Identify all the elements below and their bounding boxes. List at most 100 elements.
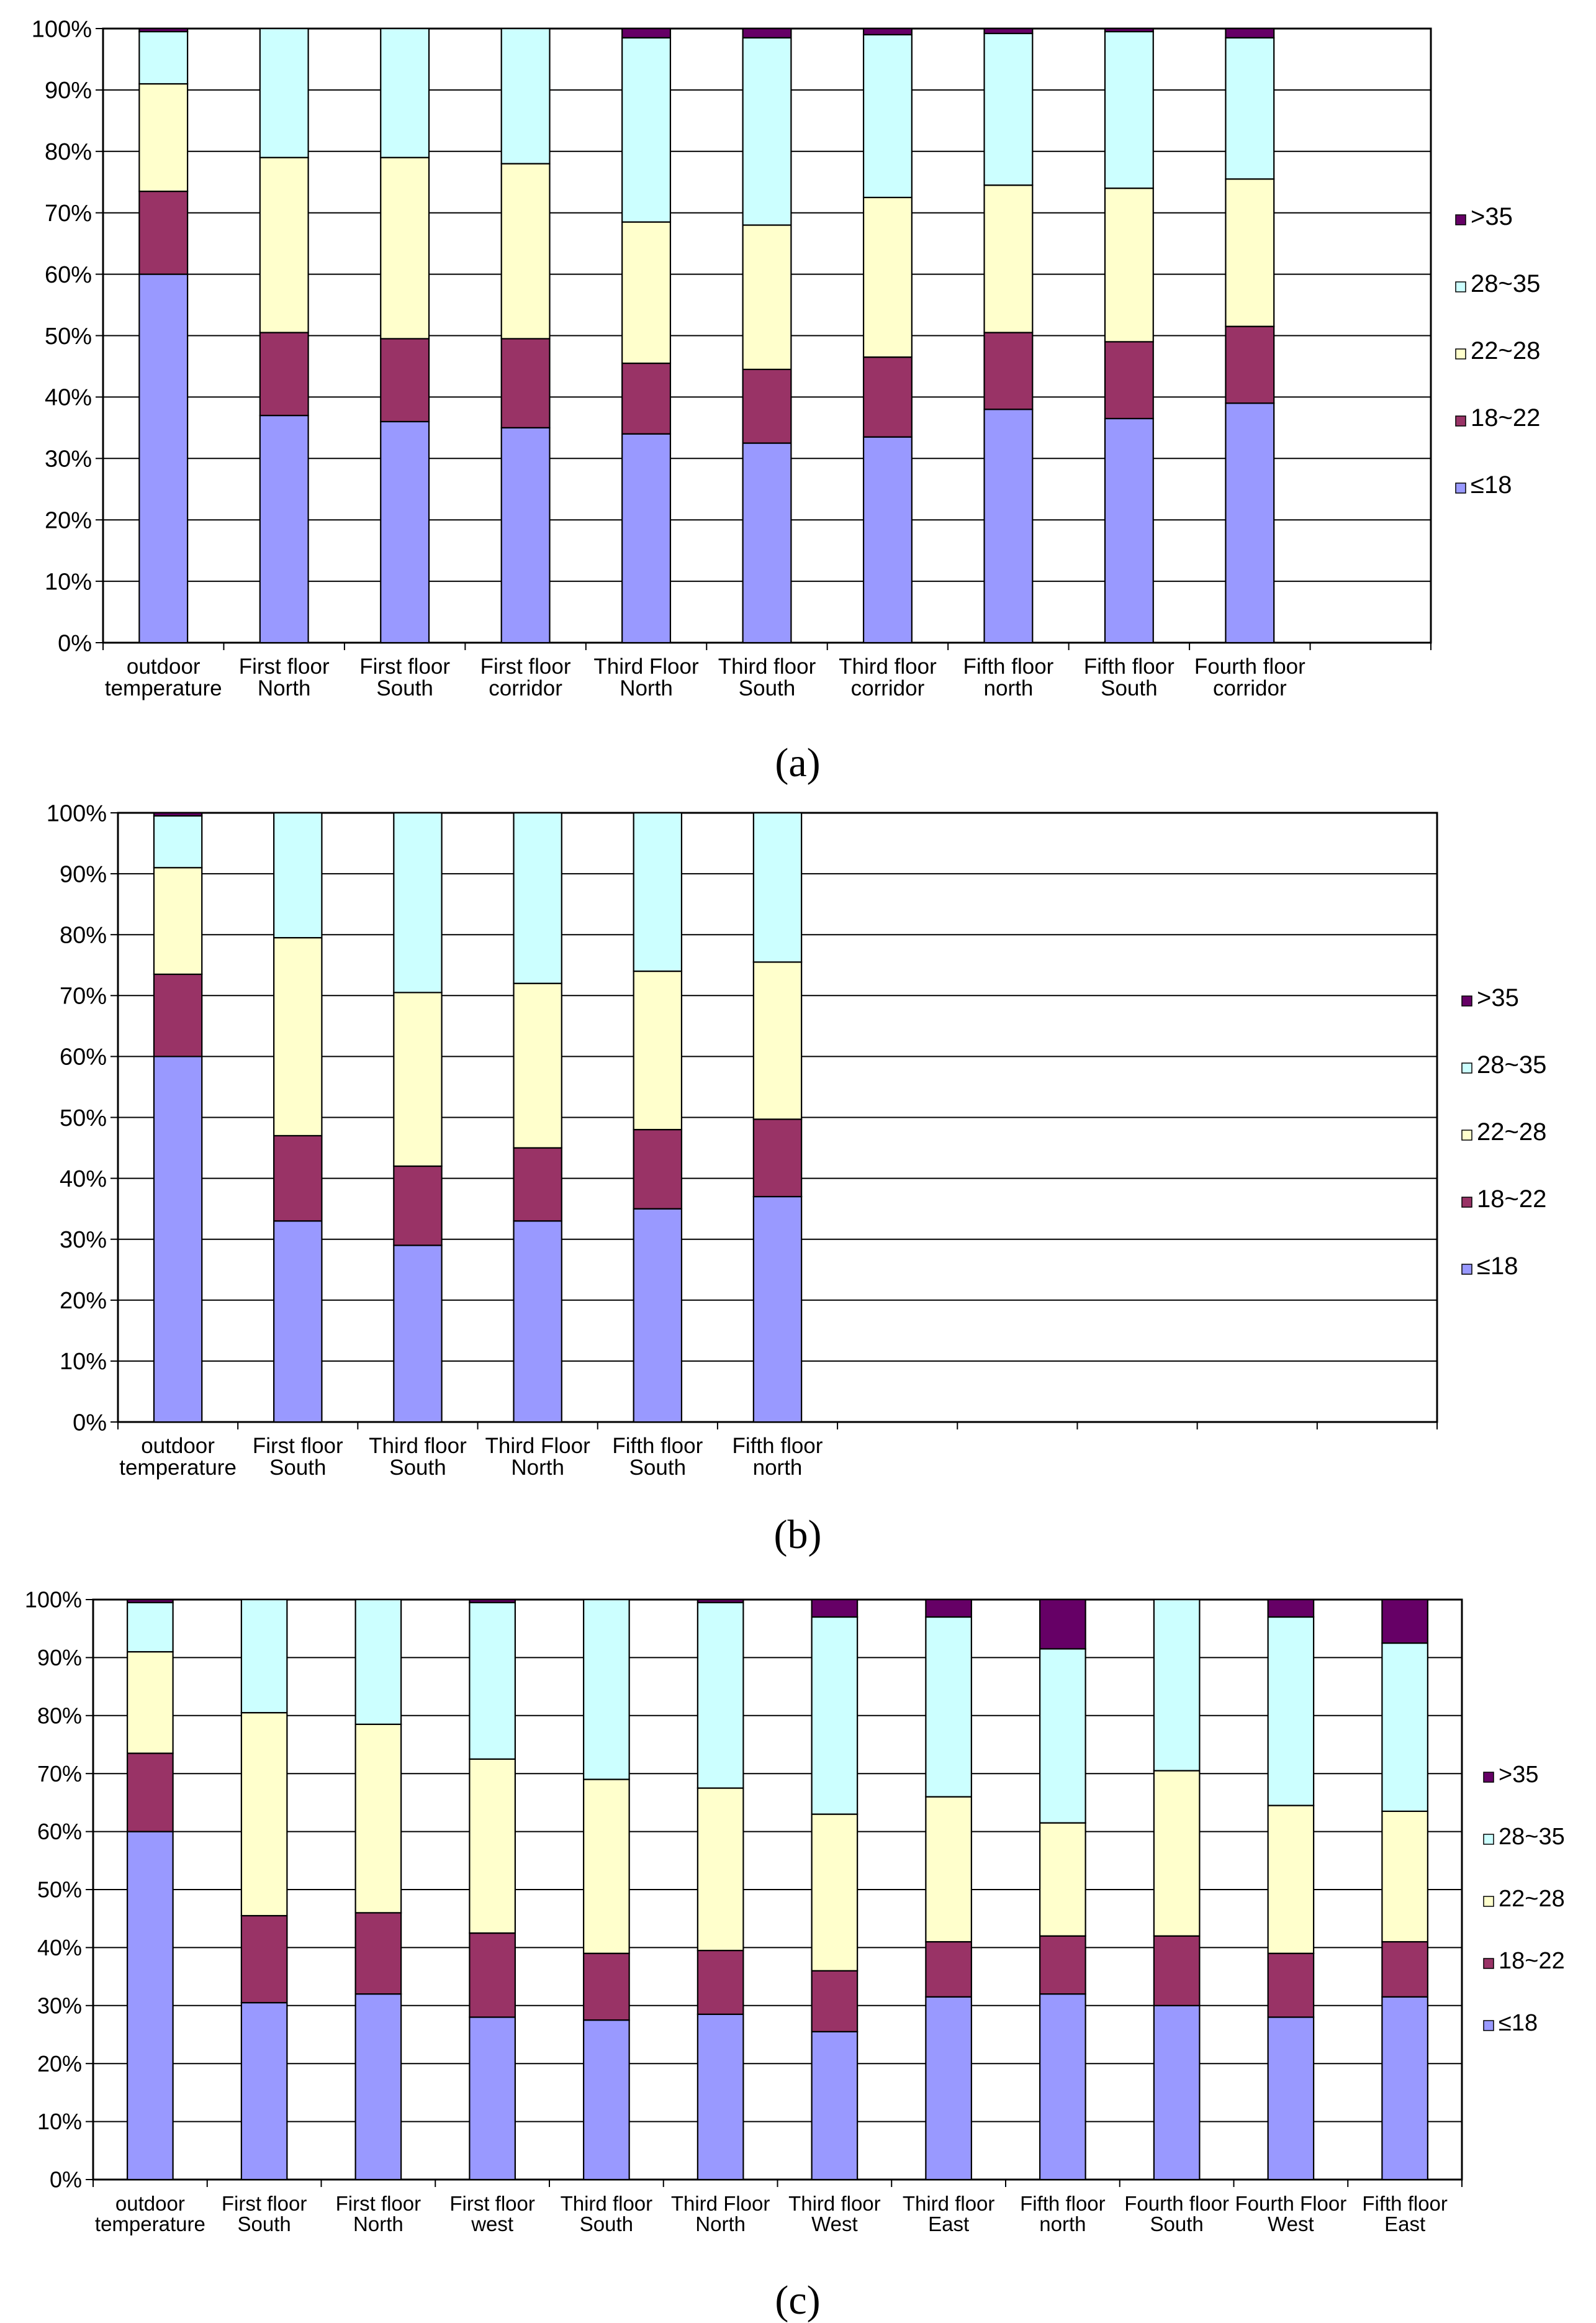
- x-category-label: Fifth floor: [1362, 2192, 1448, 2215]
- bar-segment-22-28: [1381, 1810, 1428, 1943]
- y-tick-label: 80%: [45, 139, 92, 165]
- bar-segment-18-22: [742, 368, 792, 444]
- bar-segment-le18: [925, 1996, 972, 2181]
- legend-swatch-gt35: [1461, 995, 1472, 1007]
- y-tick-label: 90%: [45, 78, 92, 104]
- x-category-label: Fourth Floor: [1235, 2192, 1347, 2215]
- y-tick-label: 70%: [37, 1761, 82, 1786]
- bar-segment-gt35: [742, 27, 792, 38]
- bar-segment-28-35: [752, 812, 803, 963]
- bar-segment-18-22: [925, 1940, 972, 1998]
- bar-segment-22-28: [983, 184, 1034, 333]
- x-category-label: temperature: [119, 1456, 237, 1480]
- bar-segment-28-35: [500, 27, 551, 165]
- bar-segment-gt35: [153, 812, 203, 817]
- bar-segment-22-28: [862, 196, 913, 358]
- bar-segment-le18: [380, 420, 430, 644]
- bar-segment-22-28: [925, 1796, 972, 1943]
- x-category-label: South: [739, 676, 795, 700]
- bar-segment-28-35: [354, 1598, 402, 1725]
- bar-segment-22-28: [354, 1723, 402, 1914]
- bar-segment-28-35: [925, 1616, 972, 1798]
- bar-segment-22-28: [1267, 1805, 1315, 1954]
- bar-segment-le18: [354, 1993, 402, 2181]
- bar-segment-28-35: [983, 32, 1034, 186]
- x-category-label: Third floor: [369, 1434, 467, 1458]
- bar-segment-22-28: [621, 221, 672, 365]
- y-tick-label: 20%: [45, 508, 92, 534]
- bar-segment-le18: [393, 1244, 443, 1423]
- legend-label-18-22: 18~22: [1499, 1948, 1565, 1974]
- bar-segment-le18: [697, 2013, 744, 2181]
- bar-segment-le18: [1104, 417, 1154, 644]
- bar-segment-gt35: [1104, 27, 1154, 33]
- bar-segment-22-28: [1153, 1770, 1201, 1937]
- bar-segment-22-28: [138, 83, 189, 192]
- x-category-label: north: [1039, 2212, 1086, 2235]
- x-category-label: First floor: [449, 2192, 535, 2215]
- x-category-label: First floor: [222, 2192, 307, 2215]
- bar-segment-28-35: [621, 37, 672, 223]
- x-category-label: First floor: [480, 654, 571, 679]
- bar-segment-18-22: [513, 1147, 562, 1222]
- bar-segment-18-22: [380, 338, 430, 423]
- x-category-label: corridor: [489, 676, 562, 700]
- bar-segment-18-22: [752, 1118, 803, 1198]
- chart-a: 0% 10% 20% 30% 40% 50% 60% 70% 80% 90% 100% outdoor…: [32, 16, 1541, 700]
- legend-swatch-18-22: [1461, 1197, 1472, 1208]
- bar-segment-le18: [742, 442, 792, 644]
- y-tick-label: 40%: [60, 1166, 107, 1192]
- bar-segment-18-22: [1225, 325, 1275, 404]
- bar-segment-28-35: [1104, 30, 1154, 189]
- bar-segment-28-35: [259, 27, 309, 158]
- x-category-label: East: [1384, 2212, 1425, 2235]
- bar-segment-22-28: [1039, 1822, 1086, 1937]
- bar-segment-22-28: [811, 1813, 859, 1972]
- bar-segment-22-28: [633, 970, 683, 1131]
- bar-segment-28-35: [1153, 1598, 1201, 1772]
- bar-segment-18-22: [697, 1949, 744, 2015]
- bar-segment-gt35: [1039, 1598, 1086, 1650]
- bar-segment-le18: [1225, 402, 1275, 644]
- bar-segment-18-22: [621, 362, 672, 435]
- y-tick-label: 100%: [32, 16, 92, 42]
- x-category-label: First floor: [359, 654, 450, 679]
- bar-segment-18-22: [469, 1932, 516, 2018]
- x-category-label: South: [238, 2212, 291, 2235]
- bar-segment-22-28: [742, 224, 792, 370]
- x-category-label: corridor: [1213, 676, 1287, 700]
- bar-segment-18-22: [1267, 1952, 1315, 2018]
- bar-segment-le18: [138, 273, 189, 644]
- y-tick-label: 0%: [73, 1410, 107, 1436]
- y-tick-label: 90%: [60, 861, 107, 887]
- x-category-label: outdoor: [115, 2192, 185, 2215]
- bar-segment-22-28: [127, 1651, 174, 1754]
- legend-swatch-le18: [1483, 2020, 1494, 2031]
- legend-swatch-22-28: [1483, 1896, 1494, 1907]
- bar-segment-18-22: [811, 1970, 859, 2032]
- bar-segment-gt35: [862, 27, 913, 35]
- bar-segment-28-35: [273, 812, 323, 939]
- bar-segment-22-28: [583, 1778, 630, 1954]
- x-category-label: Third floor: [839, 654, 937, 679]
- bar-segment-22-28: [273, 937, 323, 1137]
- legend-swatch-28-35: [1483, 1834, 1494, 1845]
- y-tick-label: 100%: [25, 1587, 82, 1613]
- bar-segment-22-28: [1104, 188, 1154, 343]
- x-category-label: temperature: [95, 2212, 205, 2235]
- x-category-label: Third Floor: [671, 2192, 770, 2215]
- x-category-label: outdoor: [127, 654, 201, 679]
- bar-segment-gt35: [1267, 1598, 1315, 1618]
- bar-segment-le18: [469, 2016, 516, 2181]
- bar-segment-gt35: [1381, 1598, 1428, 1644]
- bar-segment-18-22: [1153, 1935, 1201, 2006]
- legend-label-18-22: 18~22: [1477, 1185, 1546, 1213]
- legend-label-le18: ≤18: [1471, 471, 1512, 499]
- x-category-label: South: [376, 676, 433, 700]
- bar-segment-le18: [583, 2019, 630, 2181]
- y-tick-label: 30%: [45, 446, 92, 473]
- bar-segment-28-35: [1225, 37, 1275, 180]
- y-tick-label: 40%: [45, 385, 92, 411]
- legend-label-le18: ≤18: [1499, 2010, 1538, 2036]
